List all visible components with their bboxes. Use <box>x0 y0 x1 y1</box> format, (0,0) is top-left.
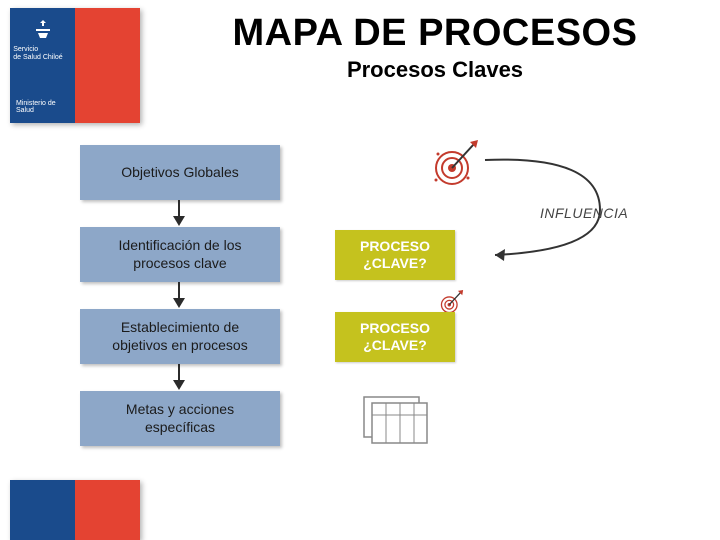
step-4-label-l1: Metas y acciones <box>126 401 234 417</box>
step-2-box: Identificación de los procesos clave <box>80 227 280 282</box>
proceso-l1-b: PROCESO <box>360 320 430 336</box>
logo-red-panel <box>75 8 140 123</box>
logo-top: Servicio de Salud Chiloé Ministerio de S… <box>10 8 140 123</box>
logo-service-line2: de Salud Chiloé <box>13 54 62 61</box>
arrow-1-line <box>178 200 180 216</box>
arrow-2-head <box>173 298 185 308</box>
proceso-l2-a: ¿CLAVE? <box>363 255 427 271</box>
step-2-label-l1: Identificación de los <box>119 237 242 253</box>
step-2-label-l2: procesos clave <box>133 255 226 271</box>
logo-ministry-line1: Ministerio de <box>16 100 56 107</box>
page-subtitle: Procesos Claves <box>175 57 695 83</box>
page-title: MAPA DE PROCESOS <box>175 12 695 55</box>
proceso-l2-b: ¿CLAVE? <box>363 337 427 353</box>
process-diagram: Objetivos Globales Identificación de los… <box>0 135 720 515</box>
step-4-label-l2: específicas <box>145 419 215 435</box>
influence-label: INFLUENCIA <box>540 205 628 221</box>
logo-service-line1: Servicio <box>13 46 38 53</box>
arrow-1-head <box>173 216 185 226</box>
proceso-clave-box-1: PROCESO ¿CLAVE? <box>335 230 455 280</box>
step-4-box: Metas y acciones específicas <box>80 391 280 446</box>
step-3-label-l1: Establecimiento de <box>121 319 239 335</box>
documents-icon <box>360 393 440 453</box>
target-icon-top <box>430 140 472 182</box>
logo-service-text: Servicio de Salud Chiloé <box>13 46 72 61</box>
logo-ministry-text: Ministerio de Salud <box>16 100 56 115</box>
step-3-label-l2: objetivos en procesos <box>112 337 247 353</box>
arrow-2-line <box>178 282 180 298</box>
coat-of-arms-icon <box>31 18 55 42</box>
title-block: MAPA DE PROCESOS Procesos Claves <box>175 12 695 83</box>
step-1-label: Objetivos Globales <box>121 164 239 182</box>
step-3-box: Establecimiento de objetivos en procesos <box>80 309 280 364</box>
arrow-3-line <box>178 364 180 380</box>
proceso-l1-a: PROCESO <box>360 238 430 254</box>
logo-blue-panel: Servicio de Salud Chiloé Ministerio de S… <box>10 8 75 123</box>
arrow-3-head <box>173 380 185 390</box>
proceso-clave-box-2: PROCESO ¿CLAVE? <box>335 312 455 362</box>
step-1-box: Objetivos Globales <box>80 145 280 200</box>
logo-ministry-line2: Salud <box>16 107 34 114</box>
